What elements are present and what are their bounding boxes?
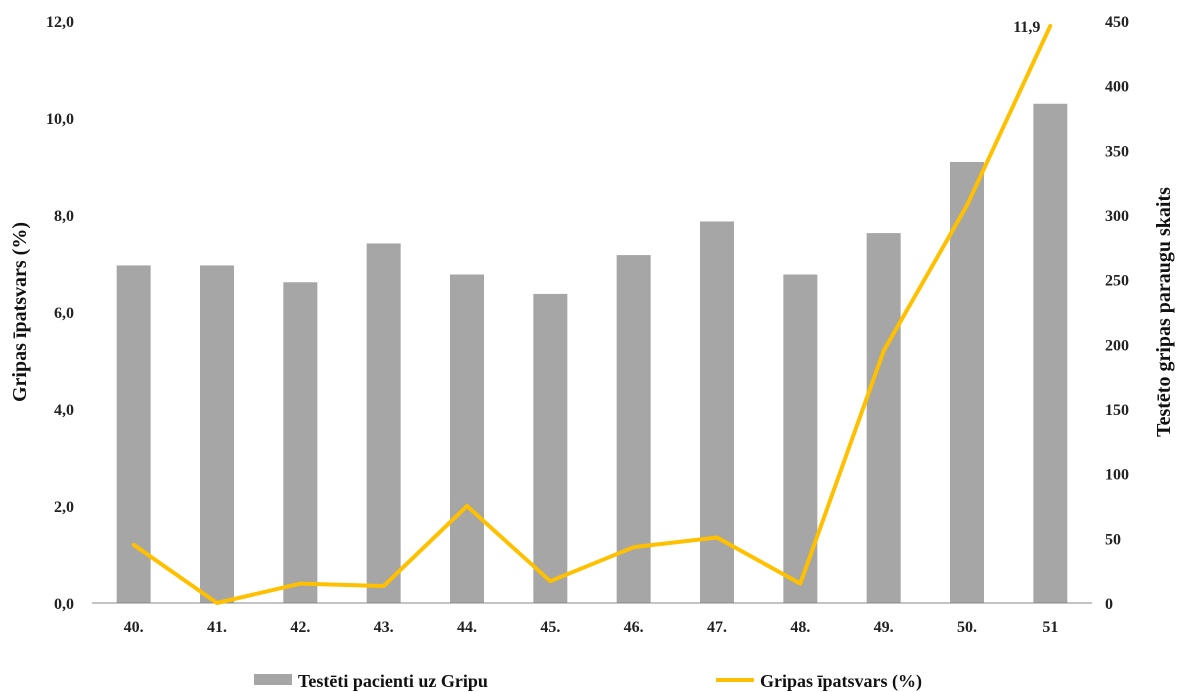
bar (950, 161, 984, 603)
x-tick-label: 46. (624, 619, 644, 636)
x-tick-label: 47. (707, 619, 727, 636)
bar-series (116, 103, 1068, 604)
y2-tick-label: 300 (1105, 208, 1129, 225)
legend-line-label: Gripas īpatsvars (%) (760, 671, 922, 692)
data-label: 11,9 (1013, 19, 1040, 36)
x-tick-labels: 40. 41. 42. 43. 44. 45. 46. 47. 48. 49. 50. 51 (124, 619, 1059, 636)
x-tick-label: 51 (1042, 619, 1058, 636)
y2-tick-label: 150 (1105, 402, 1129, 419)
x-tick-label: 50. (957, 619, 977, 636)
y-tick-label: 4,0 (54, 402, 74, 419)
bar (533, 293, 568, 603)
legend: Testēti pacienti uz Gripu Gripas īpatsva… (254, 671, 922, 692)
y2-tick-label: 350 (1105, 143, 1129, 160)
y2-tick-label: 450 (1105, 14, 1129, 31)
y-right-tick-labels: 0 50 100 150 200 250 300 350 400 450 (1105, 14, 1129, 613)
line-series (131, 23, 1053, 605)
y2-tick-label: 250 (1105, 273, 1129, 290)
y-left-tick-labels: 0,0 2,0 4,0 6,0 8,0 10,0 12,0 (46, 14, 74, 613)
y-tick-label: 8,0 (54, 208, 74, 225)
y2-axis-title: Testēto gripas paraugu skaits (1153, 187, 1175, 437)
x-tick-label: 42. (290, 619, 310, 636)
legend-bar-label: Testēti pacienti uz Gripu (298, 671, 488, 691)
x-tick-label: 49. (874, 619, 894, 636)
bar (866, 233, 901, 603)
x-tick-label: 45. (540, 619, 560, 636)
bar (366, 243, 401, 603)
data-labels: 11,9 (1013, 19, 1040, 36)
bar (200, 265, 234, 603)
bar (450, 274, 484, 603)
x-tick-label: 41. (207, 619, 227, 636)
x-tick-label: 40. (124, 619, 144, 636)
bar (1033, 103, 1068, 604)
y-axis-title: Gripas īpatsvars (%) (9, 222, 31, 402)
bar (283, 282, 318, 603)
y-tick-label: 0,0 (54, 596, 74, 613)
y-tick-label: 2,0 (54, 499, 74, 516)
y-tick-label: 12,0 (46, 14, 74, 31)
y2-tick-label: 200 (1105, 337, 1129, 354)
y-tick-label: 6,0 (54, 305, 74, 322)
y2-tick-label: 0 (1105, 596, 1113, 613)
x-tick-label: 44. (457, 619, 477, 636)
x-tick-label: 43. (374, 619, 394, 636)
y2-tick-label: 400 (1105, 79, 1129, 96)
y2-tick-label: 50 (1105, 531, 1121, 548)
y-tick-label: 10,0 (46, 111, 74, 128)
x-tick-label: 48. (790, 619, 810, 636)
y2-tick-label: 100 (1105, 467, 1129, 484)
legend-bar-swatch (254, 674, 292, 685)
